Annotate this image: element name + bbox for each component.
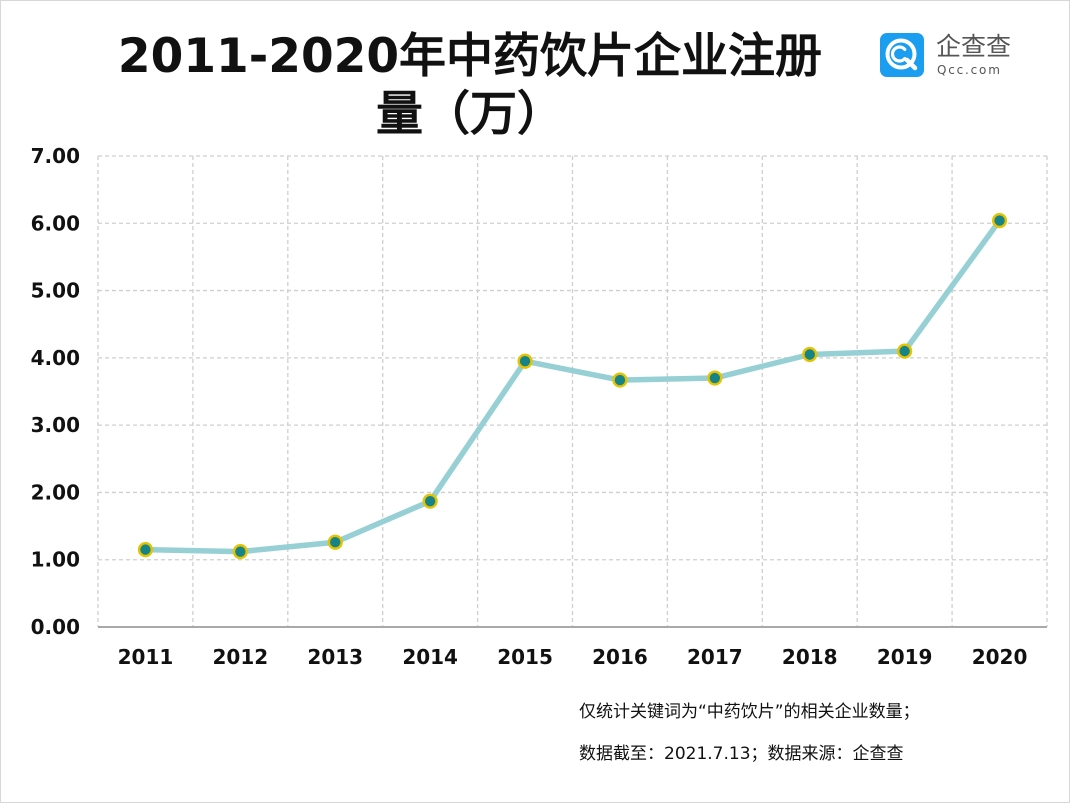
y-tick-label: 7.00 <box>31 144 80 168</box>
y-tick-label: 2.00 <box>31 480 80 504</box>
x-tick-label: 2015 <box>497 645 553 669</box>
data-point <box>137 542 154 558</box>
data-point <box>422 493 438 509</box>
x-tick-label: 2014 <box>402 645 458 669</box>
x-tick-label: 2017 <box>687 645 743 669</box>
source-note-keyword: 仅统计关键词为“中药饮片”的相关企业数量； <box>579 702 920 722</box>
series-line <box>142 217 1003 555</box>
y-tick-label: 1.00 <box>31 548 80 572</box>
y-tick-label: 3.00 <box>31 413 80 437</box>
y-tick-label: 4.00 <box>31 346 80 370</box>
data-point <box>612 372 628 388</box>
qcc-logo-icon <box>880 33 924 77</box>
brand-logo: 企查查 Qcc.com <box>880 32 1030 81</box>
data-point <box>707 370 723 386</box>
data-point <box>232 544 248 560</box>
data-point <box>802 346 818 363</box>
x-tick-label: 2012 <box>213 645 269 669</box>
x-tick-label: 2020 <box>972 645 1028 669</box>
source-note-date-source: 数据截至：2021.7.13；数据来源：企查查 <box>579 744 904 764</box>
brand-domain: Qcc.com <box>937 63 1002 77</box>
data-point <box>327 534 343 550</box>
chart-title: 2011-2020年中药饮片企业注册量（万） <box>117 29 823 142</box>
y-tick-label: 0.00 <box>31 615 80 639</box>
data-point <box>517 353 533 369</box>
data-point <box>897 343 913 359</box>
x-tick-label: 2011 <box>118 645 174 669</box>
data-point <box>991 212 1008 229</box>
y-tick-label: 5.00 <box>31 279 80 303</box>
brand-name: 企查查 <box>936 32 1012 61</box>
x-tick-label: 2013 <box>307 645 363 669</box>
x-tick-label: 2019 <box>877 645 933 669</box>
x-tick-label: 2016 <box>592 645 648 669</box>
x-tick-label: 2018 <box>782 645 838 669</box>
y-tick-label: 6.00 <box>31 211 80 235</box>
